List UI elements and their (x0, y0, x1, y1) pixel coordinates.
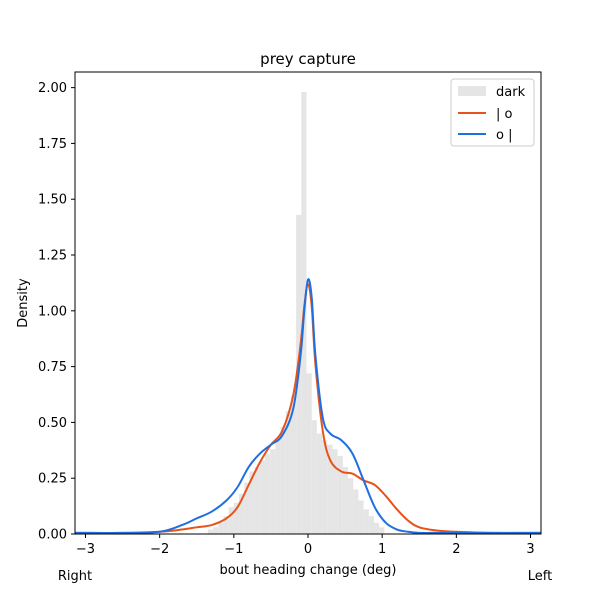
density-line-right-eye (75, 283, 541, 534)
histogram-bar (368, 516, 375, 534)
histogram-bar (353, 489, 359, 534)
histogram-bar (228, 507, 234, 534)
y-axis-label: Density (16, 278, 31, 328)
x-tick-label: −2 (150, 542, 169, 557)
histogram-bar (290, 395, 297, 534)
density-line-left-eye (75, 278, 541, 534)
histogram-bar (332, 449, 338, 534)
histogram-bar (223, 516, 229, 534)
corner-label-left: Left (528, 569, 552, 584)
histogram-bar (306, 373, 312, 534)
legend-label-dark: dark (496, 85, 526, 100)
x-tick-label: −3 (76, 542, 95, 557)
histogram-bar (259, 460, 265, 534)
x-tick-label: 0 (304, 542, 312, 557)
histogram-bar (244, 482, 250, 534)
histogram-bar (374, 522, 380, 534)
legend: dark | o o | (450, 78, 535, 147)
histogram-bar (311, 420, 317, 534)
y-tick-label: 0.50 (38, 416, 67, 431)
legend-swatch-dark (458, 86, 486, 96)
histogram-bar (348, 478, 354, 534)
histogram-bar (285, 411, 291, 534)
y-tick-label: 1.75 (38, 137, 67, 152)
histogram-bar (275, 440, 281, 534)
x-tick-label: 2 (452, 542, 460, 557)
y-axis-ticks: 0.00 0.25 0.50 0.75 1.00 1.25 1.50 1.75 2.00 (38, 81, 75, 543)
y-tick-label: 1.50 (38, 193, 67, 208)
x-tick-label: −1 (224, 542, 243, 557)
legend-label-left-eye: o | (496, 128, 512, 143)
y-tick-label: 0.00 (38, 528, 67, 543)
legend-label-right-eye: | o (496, 107, 513, 122)
histogram-bar (233, 502, 240, 534)
y-tick-label: 1.00 (38, 304, 67, 319)
x-tick-label: 3 (526, 542, 534, 557)
corner-label-right: Right (58, 569, 92, 584)
histogram-bar (322, 440, 328, 534)
plot-area (74, 71, 542, 535)
histogram-bar (280, 426, 286, 534)
histogram-bar (264, 453, 271, 534)
y-tick-label: 2.00 (38, 81, 67, 96)
x-axis-ticks: −3 −2 −1 0 1 2 3 (76, 534, 535, 557)
histogram-bar (239, 493, 245, 534)
histogram-bar (337, 455, 343, 534)
x-tick-label: 1 (378, 542, 386, 557)
histogram-bar (363, 509, 369, 534)
histogram-bar (358, 500, 364, 534)
y-tick-label: 0.25 (38, 472, 67, 487)
density-lines (75, 278, 541, 534)
histogram-bar (342, 467, 349, 534)
histogram-bar (379, 527, 385, 534)
histogram-bar (254, 467, 260, 534)
histogram-bar (316, 433, 323, 534)
histogram-bar (270, 449, 276, 534)
histogram-bar (249, 471, 255, 534)
histogram-bar (207, 529, 214, 534)
histogram-bar (218, 522, 224, 534)
x-axis-label: bout heading change (deg) (220, 563, 397, 578)
y-tick-label: 0.75 (38, 360, 67, 375)
chart-title: prey capture (260, 50, 356, 68)
histogram-bar (327, 444, 333, 534)
y-tick-label: 1.25 (38, 249, 67, 264)
histogram-bar (213, 527, 219, 534)
